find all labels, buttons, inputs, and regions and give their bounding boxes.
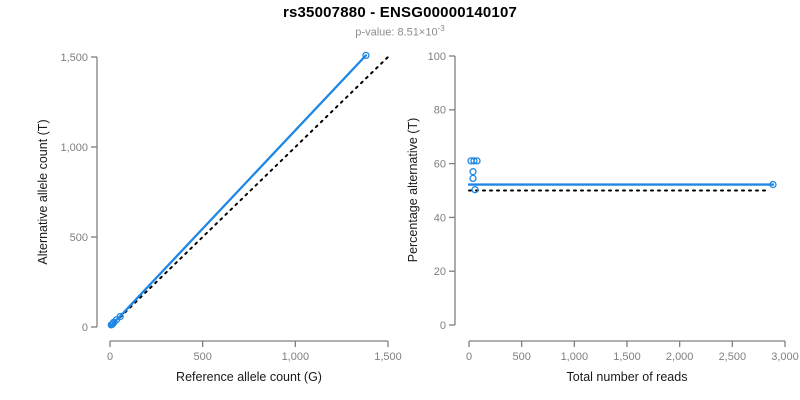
right-y-tick-label: 0 [440,320,446,332]
right-y-tick-label: 20 [434,266,446,278]
right-data-point [470,157,478,165]
left-y-tick-label: 0 [82,322,88,334]
pvalue-text: p-value: 8.51×10 [355,26,438,39]
left-y-tick-label: 500 [70,232,88,244]
left-y-axis-title: Alternative allele count (T) [36,119,50,264]
left-x-tick-label: 1,500 [374,351,402,363]
right-data-point [469,168,477,176]
right-x-tick-label: 500 [512,351,530,363]
left-x-tick-label: 0 [107,351,113,363]
right-data-point [469,174,477,183]
left-y-tick-label: 1,500 [60,52,88,64]
right-data-point [473,157,481,165]
right-y-tick-label: 40 [434,212,446,224]
right-y-tick-label: 100 [428,51,446,63]
left-data-point [116,312,124,321]
left-reference-dotted-line [109,56,389,328]
left-x-tick-label: 500 [193,351,211,363]
right-y-tick-label: 80 [434,105,446,117]
left-y-tick-label: 1,000 [60,142,88,154]
left-fit-line [108,54,368,329]
right-x-tick-label: 3,000 [771,351,799,363]
right-y-tick-label: 60 [434,158,446,170]
right-x-tick-label: 2,500 [719,351,747,363]
right-x-tick-label: 1,000 [561,351,589,363]
right-x-tick-label: 1,500 [613,351,641,363]
left-x-axis-title: Reference allele count (G) [176,370,322,384]
left-x-tick-label: 1,000 [282,351,310,363]
right-x-tick-label: 0 [466,351,472,363]
pvalue-exponent: -3 [437,24,445,33]
right-data-point [769,180,777,189]
right-x-tick-label: 2,000 [666,351,694,363]
right-y-axis-title: Percentage alternative (T) [406,118,420,263]
figure-title: rs35007880 - ENSG00000140107 [282,4,518,21]
figure-subtitle: p-value: 8.51×10-3 [0,24,800,39]
right-data-point [471,186,479,194]
left-data-point [362,51,370,60]
right-x-axis-title: Total number of reads [567,370,688,384]
